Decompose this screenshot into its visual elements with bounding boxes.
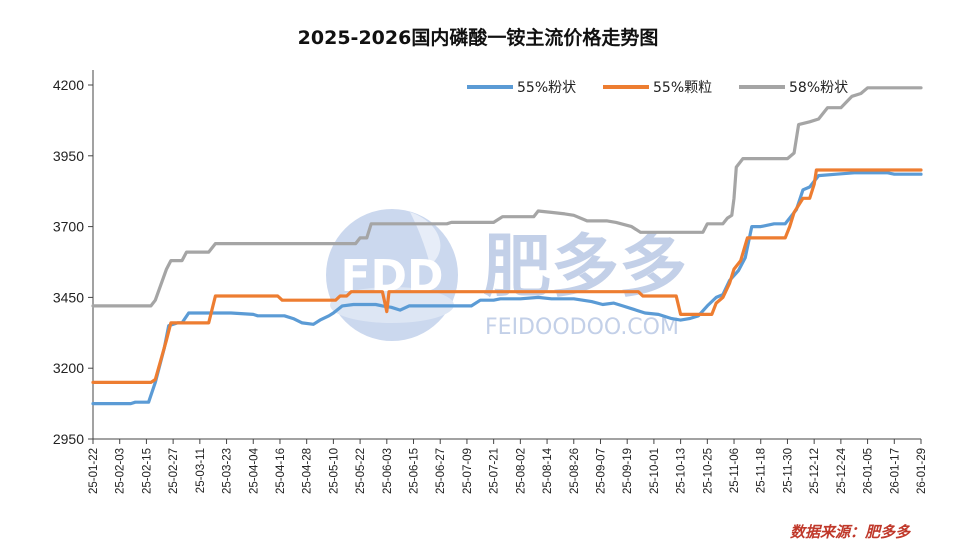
x-tick-label: 25-01-22 <box>88 448 100 494</box>
watermark-logo-text: FDD <box>340 251 443 302</box>
legend-item-58-powder: 58%粉状 <box>739 80 848 96</box>
x-tick-label: 25-02-27 <box>168 448 180 494</box>
y-tick-label: 2950 <box>53 431 84 447</box>
x-tick-label: 25-06-27 <box>435 448 447 494</box>
x-tick-label: 25-09-19 <box>622 448 634 494</box>
series-line-3 <box>91 86 923 308</box>
legend-label-55-granular: 55%颗粒 <box>653 80 712 96</box>
watermark-brand-cn: 肥多多 <box>483 228 687 307</box>
x-tick-label: 25-02-15 <box>141 448 153 494</box>
series-line-2 <box>91 168 923 384</box>
chart-title: 2025-2026国内磷酸一铵主流价格走势图 <box>298 26 659 49</box>
series-lines <box>91 86 923 406</box>
x-tick-label: 25-07-09 <box>462 448 474 494</box>
x-tick-label: 25-12-12 <box>809 448 821 494</box>
y-tick-label: 3700 <box>53 219 84 235</box>
x-tick-label: 25-04-28 <box>302 448 314 494</box>
legend-label-55-powder: 55%粉状 <box>517 80 576 96</box>
y-tick-label: 3950 <box>53 148 84 164</box>
legend-label-58-powder: 58%粉状 <box>789 80 848 96</box>
watermark: FDD 肥多多 FEIDOODOO.COM <box>326 209 687 341</box>
x-tick-label: 25-02-03 <box>115 448 127 494</box>
x-tick-label: 25-08-14 <box>542 447 554 494</box>
x-tick-label: 26-01-17 <box>889 448 901 494</box>
x-tick-label: 25-12-24 <box>836 447 848 494</box>
x-tick-label: 25-04-16 <box>275 448 287 494</box>
x-tick-label: 25-08-26 <box>569 448 581 494</box>
legend-item-55-powder: 55%粉状 <box>467 80 576 96</box>
x-tick-label: 25-03-23 <box>222 448 234 494</box>
x-tick-label: 25-06-03 <box>382 448 394 494</box>
x-tick-label: 25-10-01 <box>649 448 661 494</box>
y-tick-label: 4200 <box>53 77 84 93</box>
y-tick-label: 3200 <box>53 360 84 376</box>
y-axis-ticks: 2950 3200 3450 3700 3950 4200 <box>53 77 93 447</box>
x-tick-label: 25-11-30 <box>782 448 794 493</box>
x-tick-label: 25-05-22 <box>355 448 367 494</box>
series-line-1 <box>91 171 923 406</box>
legend: 55%粉状 55%颗粒 58%粉状 <box>467 80 848 96</box>
watermark-logo-wave <box>330 287 454 323</box>
x-tick-label: 25-09-07 <box>595 448 607 494</box>
y-tick-label: 3450 <box>53 289 84 305</box>
x-tick-label: 25-10-25 <box>702 448 714 494</box>
watermark-brand-url: FEIDOODOO.COM <box>485 315 679 340</box>
x-tick-label: 25-11-06 <box>729 448 741 493</box>
x-tick-label: 25-11-18 <box>756 448 768 493</box>
x-tick-label: 25-05-10 <box>328 448 340 494</box>
x-tick-label: 25-03-11 <box>195 448 207 493</box>
x-tick-label: 25-04-04 <box>248 447 260 494</box>
x-tick-label: 25-10-13 <box>676 448 688 494</box>
x-tick-label: 26-01-05 <box>863 448 875 494</box>
x-tick-label: 25-06-15 <box>409 448 421 494</box>
legend-item-55-granular: 55%颗粒 <box>603 80 712 96</box>
x-tick-label: 25-07-21 <box>489 448 501 494</box>
x-tick-label: 25-08-02 <box>515 448 527 494</box>
source-label: 数据来源：肥多多 <box>790 523 911 541</box>
x-tick-label: 26-01-29 <box>916 448 928 494</box>
x-axis-ticks: 25-01-22 25-02-03 25-02-15 25-02-27 25-03-11… <box>88 439 928 494</box>
